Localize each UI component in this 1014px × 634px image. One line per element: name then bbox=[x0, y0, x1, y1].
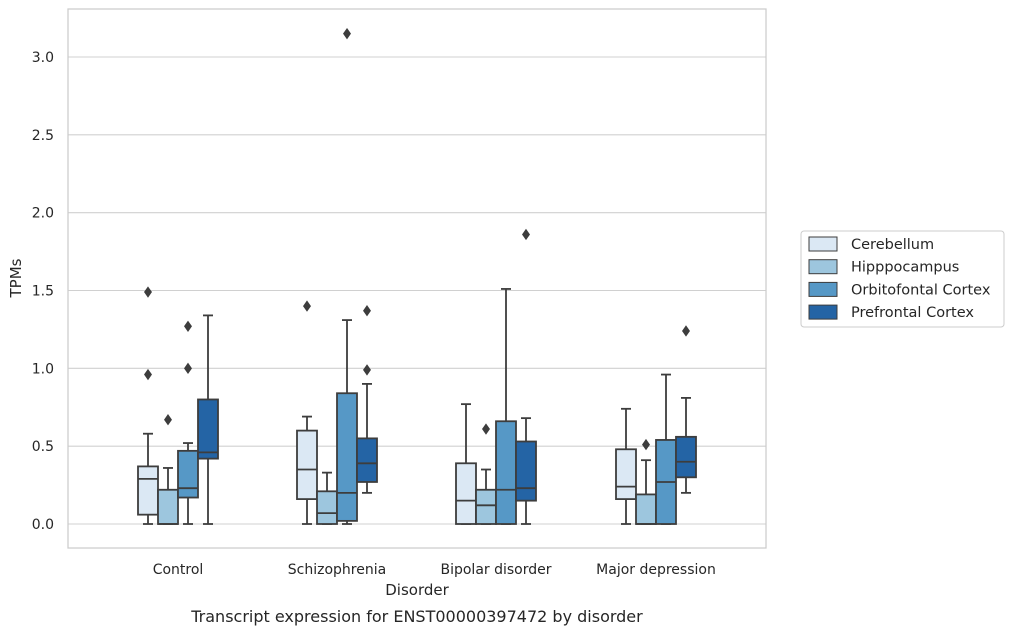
figure-caption: Transcript expression for ENST0000039747… bbox=[190, 607, 643, 626]
outlier-point bbox=[184, 362, 192, 375]
box-body bbox=[177, 449, 199, 499]
y-tick-label: 1.5 bbox=[32, 284, 54, 300]
box-body bbox=[495, 420, 517, 525]
box-bipolar-disorder-cerebellum bbox=[455, 403, 477, 525]
box-control-cerebellum bbox=[137, 286, 159, 525]
legend-swatch bbox=[808, 236, 838, 252]
box-body bbox=[137, 465, 159, 516]
outlier-point bbox=[184, 320, 192, 333]
box-control-orbitofontal-cortex bbox=[177, 320, 199, 525]
legend-label: Cerebellum bbox=[851, 237, 934, 253]
x-tick-label: Schizophrenia bbox=[288, 562, 386, 578]
y-tick-label: 2.0 bbox=[32, 206, 54, 222]
box-schizophrenia-hipppocampus bbox=[316, 471, 338, 525]
box-major-depression-cerebellum bbox=[615, 407, 637, 525]
box-body bbox=[515, 440, 537, 502]
box-major-depression-prefrontal-cortex bbox=[675, 325, 697, 494]
y-tick-label: 0.0 bbox=[32, 517, 54, 533]
outlier-point bbox=[642, 438, 650, 451]
box-bipolar-disorder-orbitofontal-cortex bbox=[495, 288, 517, 525]
x-tick-label: Bipolar disorder bbox=[440, 562, 551, 578]
box-schizophrenia-prefrontal-cortex bbox=[356, 305, 378, 494]
y-tick-label: 1.0 bbox=[32, 361, 54, 377]
outlier-point bbox=[144, 368, 152, 381]
y-tick-label: 0.5 bbox=[32, 439, 54, 455]
box-body bbox=[157, 488, 179, 525]
outlier-point bbox=[343, 27, 351, 40]
x-axis-label: Disorder bbox=[385, 581, 449, 599]
outlier-point bbox=[164, 414, 172, 426]
box-major-depression-hipppocampus bbox=[635, 438, 657, 525]
legend-items: Cerebellum Hipppocampus Orbitofontal Corte… bbox=[808, 236, 991, 321]
box-bipolar-disorder-hipppocampus bbox=[475, 423, 497, 525]
outlier-point bbox=[363, 305, 371, 317]
box-marks bbox=[137, 27, 697, 525]
box-body bbox=[675, 435, 697, 479]
box-body bbox=[336, 392, 358, 522]
legend-label: Orbitofontal Cortex bbox=[851, 282, 991, 298]
outlier-point bbox=[682, 325, 690, 337]
y-axis-ticks: 0.0 0.5 1.0 1.5 2.0 2.5 3.0 bbox=[32, 50, 54, 533]
x-tick-label: Control bbox=[153, 562, 204, 578]
outlier-point bbox=[303, 300, 311, 312]
legend-swatch bbox=[808, 281, 838, 297]
box-body bbox=[296, 429, 318, 500]
box-control-hipppocampus bbox=[157, 414, 179, 525]
box-body bbox=[475, 488, 497, 525]
x-axis-ticks: Control Schizophrenia Bipolar disorder Majo… bbox=[153, 562, 716, 578]
y-tick-label: 3.0 bbox=[32, 50, 54, 66]
legend-swatch bbox=[808, 304, 838, 320]
box-body bbox=[635, 493, 657, 525]
legend-label: Prefrontal Cortex bbox=[851, 305, 974, 321]
outlier-point bbox=[522, 228, 530, 241]
box-control-prefrontal-cortex bbox=[197, 314, 219, 525]
legend-frame bbox=[800, 230, 1005, 328]
box-schizophrenia-orbitofontal-cortex bbox=[336, 27, 358, 525]
box-schizophrenia-cerebellum bbox=[296, 300, 318, 525]
box-body bbox=[356, 437, 378, 483]
box-body bbox=[455, 462, 477, 525]
x-tick-label: Major depression bbox=[596, 562, 716, 578]
outlier-point bbox=[144, 286, 152, 298]
outlier-point bbox=[482, 423, 490, 435]
box-body bbox=[316, 490, 338, 525]
legend: Cerebellum Hipppocampus Orbitofontal Corte… bbox=[800, 230, 1005, 328]
y-tick-label: 2.5 bbox=[32, 128, 54, 144]
legend-label: Hipppocampus bbox=[851, 260, 959, 276]
legend-swatch bbox=[808, 259, 838, 275]
box-bipolar-disorder-prefrontal-cortex bbox=[515, 228, 537, 525]
plot-area-frame bbox=[67, 8, 767, 549]
box-body bbox=[197, 398, 219, 460]
y-axis-label: TPMs bbox=[7, 258, 25, 298]
box-major-depression-orbitofontal-cortex bbox=[655, 373, 677, 525]
outlier-point bbox=[363, 364, 371, 376]
box-body bbox=[615, 448, 637, 500]
